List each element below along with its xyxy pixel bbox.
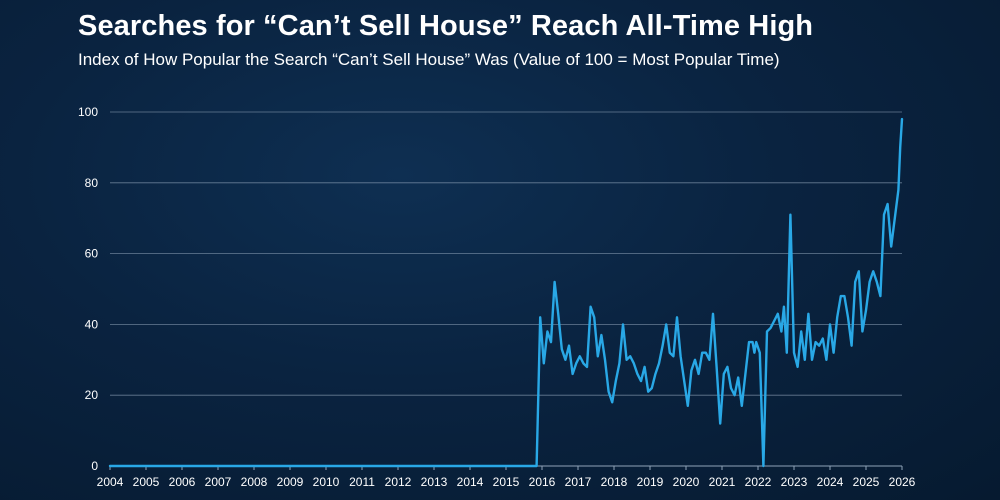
chart-title: Searches for “Can’t Sell House” Reach Al… [78,10,814,42]
gridlines [110,111,902,396]
x-tick-label: 2023 [781,475,808,489]
y-tick-label: 80 [85,176,99,190]
x-tick-label: 2016 [529,475,556,489]
x-tick-label: 2012 [385,475,412,489]
x-tick-label: 2010 [313,475,340,489]
y-tick-label: 0 [91,459,98,473]
x-tick-label: 2008 [241,475,268,489]
x-tick-label: 2026 [889,475,916,489]
chart-subtitle: Index of How Popular the Search “Can’t S… [78,50,780,69]
x-tick-label: 2009 [277,475,304,489]
x-tick-label: 2022 [745,475,772,489]
axes: 0 20 40 60 80 100 2004 2005 2006 2007 2008 2009 2010… [78,105,916,489]
y-tick-label: 60 [85,247,99,261]
x-tick-label: 2017 [565,475,592,489]
x-tick-label: 2021 [709,475,736,489]
x-tick-label: 2018 [601,475,628,489]
x-tick-label: 2011 [349,475,375,489]
series-line [108,117,904,468]
x-tick-label: 2025 [853,475,880,489]
x-tick-label: 2004 [97,475,124,489]
x-tick-label: 2013 [421,475,448,489]
x-tick-label: 2014 [457,475,484,489]
x-tick-label: 2020 [673,475,700,489]
x-tick-label: 2024 [817,475,844,489]
y-tick-label: 20 [85,388,99,402]
x-tick-label: 2019 [637,475,664,489]
x-tick-label: 2006 [169,475,196,489]
x-tick-label: 2005 [133,475,160,489]
y-tick-label: 40 [85,317,99,331]
x-tick-label: 2015 [493,475,520,489]
x-tick-label: 2007 [205,475,232,489]
y-tick-label: 100 [78,105,98,119]
series-layer [108,117,904,468]
